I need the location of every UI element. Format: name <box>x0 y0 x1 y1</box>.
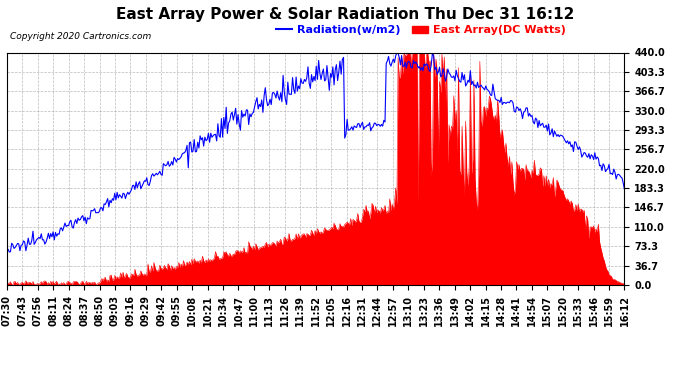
Legend: Radiation(w/m2), East Array(DC Watts): Radiation(w/m2), East Array(DC Watts) <box>271 21 570 40</box>
Text: Copyright 2020 Cartronics.com: Copyright 2020 Cartronics.com <box>10 32 151 40</box>
Text: East Array Power & Solar Radiation Thu Dec 31 16:12: East Array Power & Solar Radiation Thu D… <box>116 8 574 22</box>
